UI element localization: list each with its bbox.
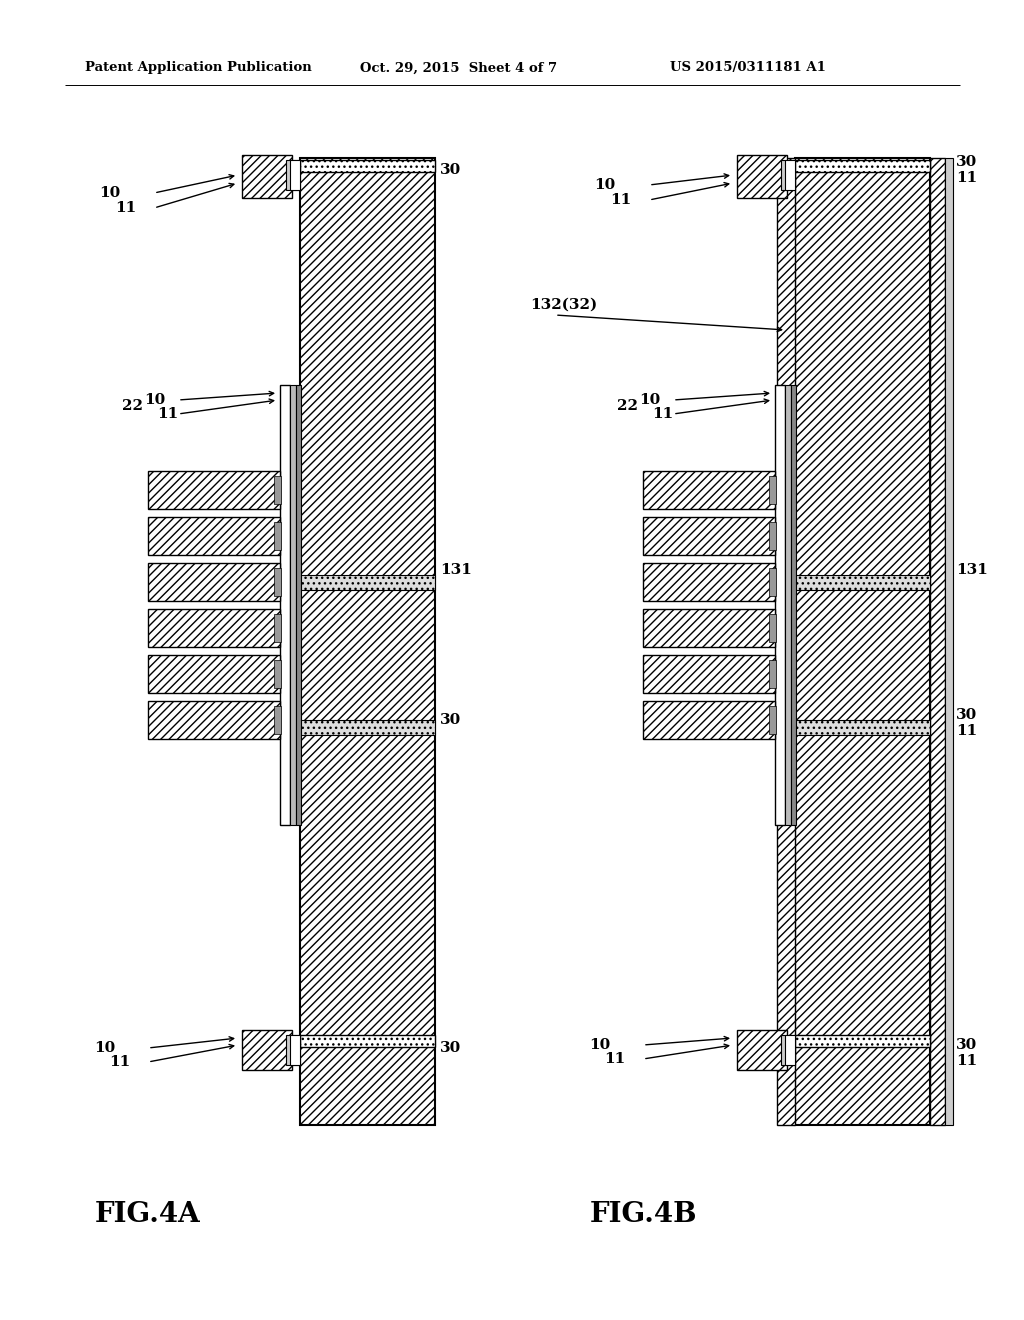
Bar (769, 706, 776, 734)
Bar (290, 160, 300, 190)
Bar (300, 158, 435, 1125)
Bar (769, 477, 776, 504)
Text: 10: 10 (594, 178, 615, 191)
Bar (296, 385, 301, 825)
Text: FIG.4B: FIG.4B (590, 1201, 697, 1229)
Bar (274, 706, 281, 734)
Bar (769, 660, 776, 688)
Bar (280, 385, 290, 825)
Bar (785, 160, 795, 190)
Bar (795, 158, 930, 1125)
Bar (930, 158, 945, 1125)
Bar (795, 160, 930, 172)
Text: 30: 30 (440, 713, 461, 727)
Text: 30: 30 (956, 1038, 977, 1052)
Text: 11: 11 (609, 193, 631, 207)
Text: 11: 11 (157, 407, 178, 421)
Bar (737, 1030, 787, 1071)
Text: 10: 10 (589, 1038, 610, 1052)
Bar (242, 1030, 292, 1071)
Bar (795, 719, 930, 735)
Text: 11: 11 (956, 172, 977, 185)
Text: 10: 10 (98, 186, 120, 201)
Bar (290, 1035, 300, 1065)
Bar (148, 701, 280, 739)
Text: 30: 30 (956, 154, 977, 169)
Bar (643, 609, 775, 647)
Bar (300, 1035, 435, 1047)
Text: 10: 10 (94, 1041, 115, 1055)
Bar (775, 385, 785, 825)
Bar (643, 564, 775, 601)
Text: 131: 131 (956, 564, 988, 577)
Bar (274, 660, 281, 688)
Bar (769, 568, 776, 597)
Text: 11: 11 (956, 723, 977, 738)
Text: 132(32): 132(32) (530, 298, 597, 312)
Bar (290, 385, 296, 825)
Bar (643, 471, 775, 510)
Bar (242, 154, 292, 198)
Text: 22: 22 (617, 399, 638, 413)
Text: 30: 30 (440, 1041, 461, 1055)
Bar (274, 614, 281, 642)
Text: 22: 22 (122, 399, 143, 413)
Text: 10: 10 (639, 393, 660, 407)
Bar (769, 521, 776, 550)
Text: Patent Application Publication: Patent Application Publication (85, 62, 311, 74)
Bar (148, 609, 280, 647)
Text: 30: 30 (956, 708, 977, 722)
Bar (781, 160, 795, 190)
Bar (300, 719, 435, 735)
Text: 30: 30 (440, 162, 461, 177)
Bar (643, 701, 775, 739)
Bar (148, 564, 280, 601)
Bar (300, 576, 435, 590)
Bar (148, 655, 280, 693)
Bar (781, 1035, 795, 1065)
Bar (300, 160, 435, 172)
Bar (795, 1035, 930, 1047)
Bar (286, 1035, 300, 1065)
Text: 11: 11 (651, 407, 673, 421)
Bar (795, 576, 930, 590)
Bar (785, 385, 791, 825)
Text: FIG.4A: FIG.4A (95, 1201, 201, 1229)
Text: 11: 11 (604, 1052, 625, 1067)
Text: US 2015/0311181 A1: US 2015/0311181 A1 (670, 62, 826, 74)
Bar (274, 477, 281, 504)
Text: 11: 11 (115, 201, 136, 215)
Bar (769, 614, 776, 642)
Bar (791, 385, 796, 825)
Bar (286, 160, 300, 190)
Bar (643, 517, 775, 554)
Bar (148, 517, 280, 554)
Text: 11: 11 (109, 1055, 130, 1069)
Text: 10: 10 (143, 393, 165, 407)
Bar (737, 154, 787, 198)
Bar (274, 568, 281, 597)
Bar (643, 655, 775, 693)
Bar (785, 1035, 795, 1065)
Text: 131: 131 (440, 564, 472, 577)
Bar (945, 158, 953, 1125)
Bar (148, 471, 280, 510)
Text: 11: 11 (956, 1053, 977, 1068)
Bar (274, 521, 281, 550)
Text: Oct. 29, 2015  Sheet 4 of 7: Oct. 29, 2015 Sheet 4 of 7 (360, 62, 557, 74)
Bar (777, 158, 795, 1125)
